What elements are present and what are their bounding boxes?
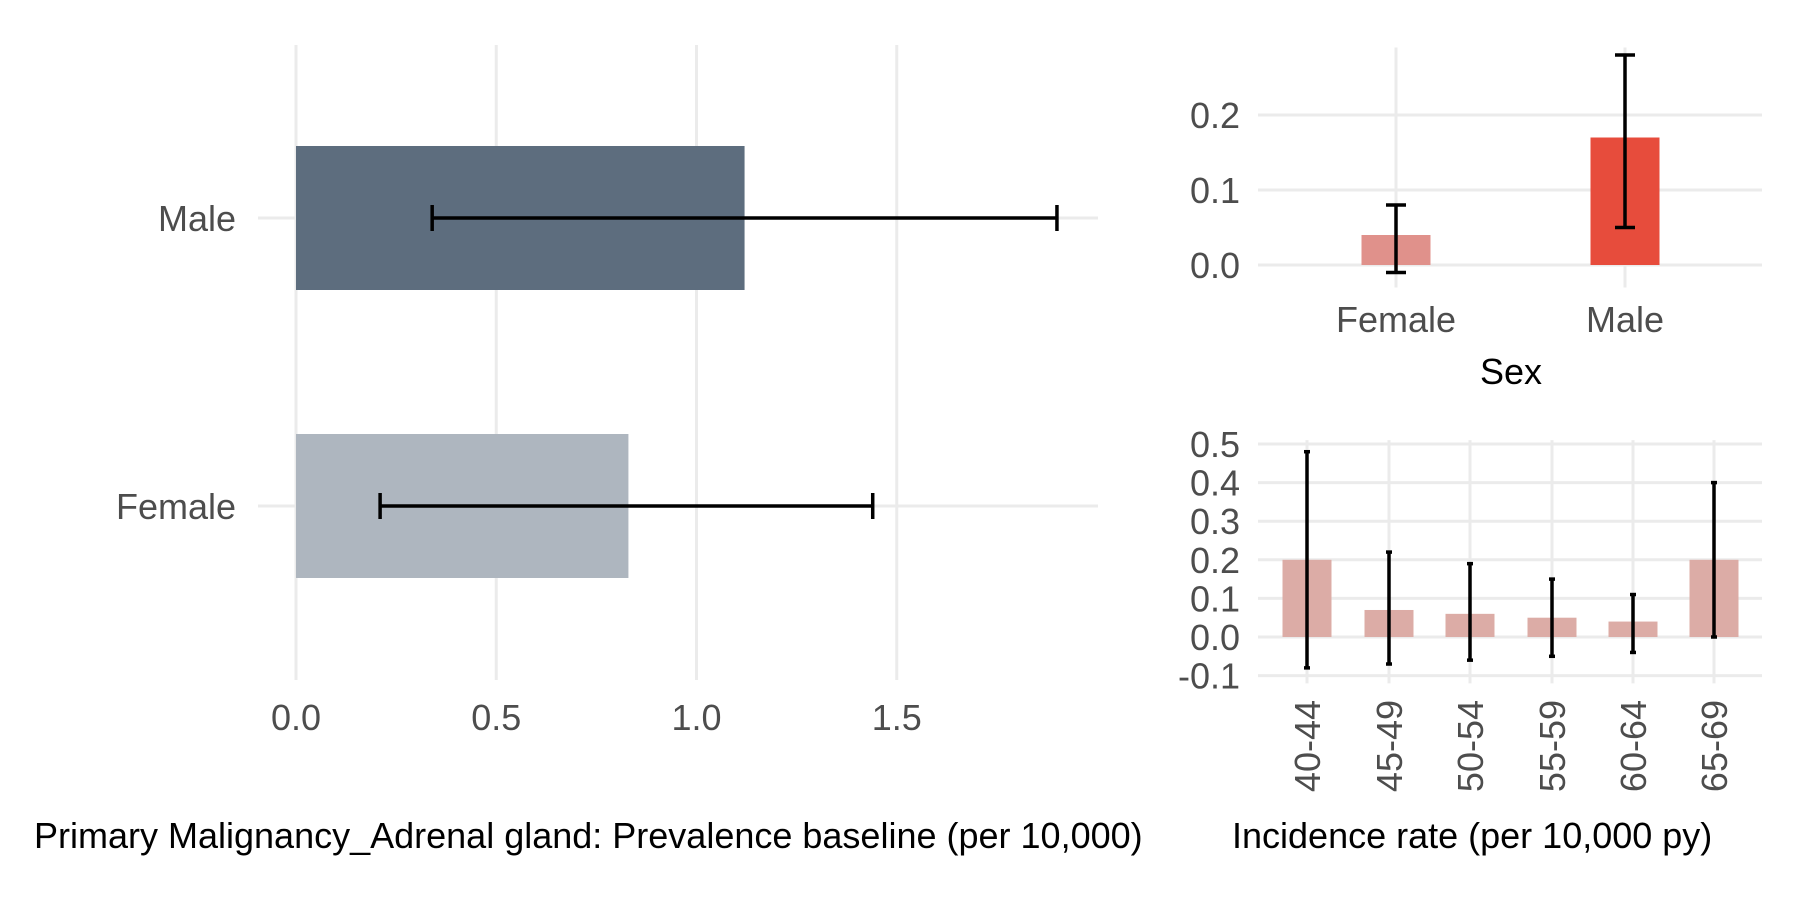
- sex-y-tick-label: 0.2: [1190, 95, 1240, 136]
- sex-x-tick-label: Female: [1336, 299, 1456, 340]
- age-y-tick-label: 0.3: [1190, 501, 1240, 542]
- incidence-by-age-chart: 40-44 45-49 50-54 55-59 60-64 65-69 -0.10.00.1…: [1178, 424, 1762, 792]
- age-x-tick-label: 40-44: [1287, 700, 1328, 792]
- sex-y-tick-label: 0.0: [1190, 245, 1240, 286]
- age-x-tick-label: 60-64: [1613, 700, 1654, 792]
- prevalence-x-tick-label: 1.5: [872, 697, 922, 738]
- prevalence-y-tick-label: Male: [158, 198, 236, 239]
- age-y-tick-label: 0.1: [1190, 578, 1240, 619]
- prevalence-x-tick-label: 1.0: [671, 697, 721, 738]
- age-x-tick-label: 45-49: [1369, 700, 1410, 792]
- age-x-tick-label: 50-54: [1450, 700, 1491, 792]
- age-y-tick-label: 0.0: [1190, 617, 1240, 658]
- age-y-tick-label: -0.1: [1178, 656, 1240, 697]
- prevalence-x-tick-label: 0.5: [471, 697, 521, 738]
- prevalence-y-tick-label: Female: [116, 486, 236, 527]
- age-y-tick-label: 0.2: [1190, 540, 1240, 581]
- prevalence-x-axis-title: Primary Malignancy_Adrenal gland: Preval…: [34, 815, 1143, 856]
- sex-y-tick-label: 0.1: [1190, 170, 1240, 211]
- prevalence-x-tick-label: 0.0: [271, 697, 321, 738]
- age-x-axis-title: Incidence rate (per 10,000 py): [1232, 815, 1712, 856]
- age-x-tick-label: 55-59: [1532, 700, 1573, 792]
- age-x-tick-label: 65-69: [1694, 700, 1735, 792]
- incidence-by-sex-chart: Female Male 0.0 0.1 0.2: [1190, 47, 1762, 340]
- age-y-tick-label: 0.5: [1190, 424, 1240, 465]
- sex-x-tick-label: Male: [1586, 299, 1664, 340]
- sex-x-axis-title: Sex: [1480, 351, 1542, 392]
- prevalence-bar-chart: Male Female 0.0 0.5 1.0 1.5: [116, 45, 1098, 738]
- age-y-tick-label: 0.4: [1190, 463, 1240, 504]
